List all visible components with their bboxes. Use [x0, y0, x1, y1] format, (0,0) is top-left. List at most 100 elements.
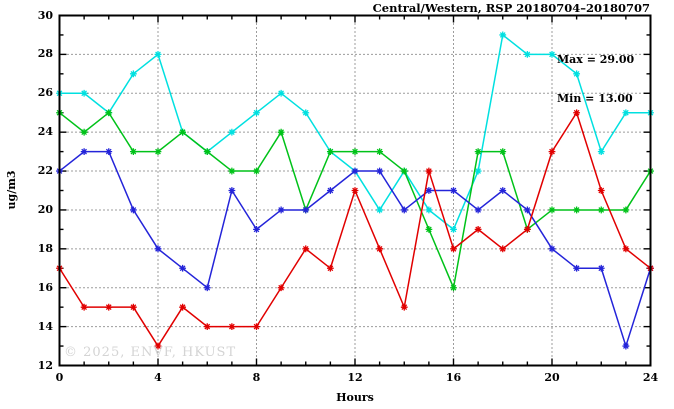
- marker-blue: [376, 167, 384, 175]
- marker-blue: [622, 342, 630, 350]
- marker-red: [351, 187, 359, 194]
- marker-cyan: [523, 50, 531, 58]
- x-tick-label: 12: [347, 371, 363, 384]
- marker-blue: [474, 206, 482, 214]
- x-tick-label: 16: [445, 371, 462, 384]
- marker-cyan: [80, 89, 88, 97]
- marker-red: [277, 284, 285, 292]
- marker-green: [400, 167, 408, 175]
- x-axis-title: Hours: [336, 391, 374, 404]
- marker-blue: [80, 148, 88, 156]
- marker-green: [425, 225, 433, 233]
- marker-cyan: [376, 206, 384, 214]
- max-min-annotation: Max = 29.00 Min = 13.00: [557, 27, 634, 131]
- marker-cyan: [474, 167, 482, 175]
- marker-green: [228, 167, 236, 175]
- marker-cyan: [129, 70, 137, 78]
- marker-blue: [425, 187, 433, 194]
- marker-cyan: [425, 206, 433, 214]
- y-tick-label: 20: [37, 202, 53, 216]
- marker-red: [425, 167, 433, 175]
- marker-blue: [548, 245, 556, 253]
- marker-red: [154, 342, 162, 350]
- marker-red: [80, 303, 88, 311]
- marker-red: [179, 303, 187, 311]
- marker-cyan: [597, 148, 605, 156]
- marker-blue: [302, 206, 310, 214]
- marker-blue: [499, 187, 507, 194]
- marker-blue: [523, 206, 531, 214]
- marker-red: [573, 109, 581, 117]
- marker-cyan: [622, 109, 630, 117]
- marker-green: [105, 109, 113, 117]
- marker-cyan: [548, 50, 556, 58]
- marker-red: [253, 323, 260, 331]
- marker-green: [548, 206, 556, 214]
- plot-frame: [58, 14, 652, 367]
- marker-green: [326, 148, 334, 156]
- marker-green: [351, 148, 359, 156]
- marker-green: [203, 148, 211, 156]
- y-tick-label: 18: [37, 241, 53, 255]
- marker-blue: [203, 284, 211, 292]
- y-axis-title: ug/m3: [5, 170, 18, 210]
- marker-blue: [129, 206, 137, 214]
- marker-red: [523, 225, 531, 233]
- marker-red: [622, 245, 630, 253]
- marker-blue: [573, 264, 581, 272]
- marker-red: [203, 323, 211, 331]
- marker-red: [302, 245, 310, 253]
- marker-red: [597, 187, 605, 194]
- marker-blue: [400, 206, 408, 214]
- marker-green: [154, 148, 162, 156]
- marker-blue: [179, 264, 187, 272]
- marker-green: [129, 148, 137, 156]
- marker-green: [277, 128, 285, 136]
- x-tick-label: 24: [642, 371, 659, 384]
- marker-green: [376, 148, 384, 156]
- marker-cyan: [154, 50, 162, 58]
- marker-green: [474, 148, 482, 156]
- y-tick-label: 22: [37, 164, 53, 178]
- x-tick-label: 0: [55, 371, 64, 384]
- marker-cyan: [499, 31, 507, 39]
- marker-cyan: [302, 109, 310, 117]
- marker-green: [499, 148, 507, 156]
- page-title: Central/Western, RSP 20180704–20180707: [372, 1, 650, 15]
- marker-red: [105, 303, 113, 311]
- marker-red: [548, 148, 556, 156]
- marker-green: [179, 128, 187, 136]
- y-tick-label: 30: [37, 8, 53, 22]
- y-tick-label: 26: [37, 86, 53, 100]
- marker-red: [376, 245, 384, 253]
- marker-red: [400, 303, 408, 311]
- marker-red: [228, 323, 236, 331]
- marker-green: [622, 206, 630, 214]
- min-value-label: Min = 13.00: [557, 92, 633, 105]
- marker-blue: [351, 167, 359, 175]
- marker-cyan: [228, 128, 236, 136]
- watermark-text: © 2025, ENVF, HKUST: [64, 345, 237, 360]
- marker-green: [597, 206, 605, 214]
- y-tick-label: 14: [37, 319, 53, 333]
- marker-green: [573, 206, 581, 214]
- marker-blue: [277, 206, 285, 214]
- marker-blue: [154, 245, 162, 253]
- marker-red: [499, 245, 507, 253]
- marker-blue: [228, 187, 236, 194]
- y-tick-label: 28: [37, 47, 53, 61]
- marker-red: [450, 245, 457, 253]
- marker-red: [326, 264, 334, 272]
- marker-blue: [253, 225, 260, 233]
- x-tick-label: 4: [154, 371, 162, 384]
- x-tick-label: 20: [544, 371, 560, 384]
- marker-cyan: [253, 109, 260, 117]
- marker-blue: [597, 264, 605, 272]
- marker-cyan: [573, 70, 581, 78]
- y-tick-label: 16: [37, 280, 53, 294]
- marker-blue: [105, 148, 113, 156]
- marker-cyan: [450, 225, 457, 233]
- marker-blue: [326, 187, 334, 194]
- marker-cyan: [277, 89, 285, 97]
